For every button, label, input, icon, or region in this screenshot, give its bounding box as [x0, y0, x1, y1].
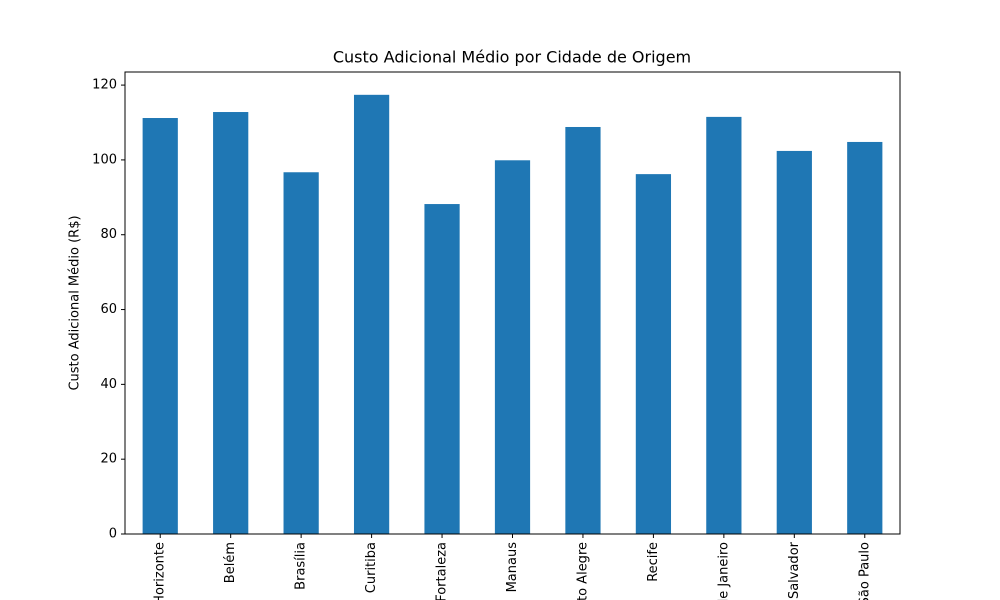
x-tick-label: Recife: [646, 542, 661, 582]
bar: [494, 160, 531, 534]
bar: [847, 141, 883, 534]
y-tick-label: 100: [92, 152, 117, 167]
y-tick-label: 20: [100, 452, 117, 467]
x-tick-label: Belo Horizonte: [153, 542, 168, 600]
bar: [213, 112, 249, 534]
y-tick-label: 0: [109, 527, 117, 542]
x-tick-label: São Paulo: [857, 542, 872, 600]
x-tick-label: Manaus: [505, 542, 520, 593]
x-tick-label: Salvador: [787, 541, 802, 599]
bar: [635, 174, 672, 534]
chart-title: Custo Adicional Médio por Cidade de Orig…: [333, 48, 691, 67]
axes-frame: [124, 71, 901, 535]
x-tick-label: Curitiba: [364, 542, 379, 593]
bar: [353, 94, 390, 535]
y-tick-label: 40: [100, 377, 117, 392]
x-tick-label: Rio de Janeiro: [716, 542, 731, 600]
x-tick-label: Porto Alegre: [575, 542, 590, 600]
x-tick-label: Belém: [223, 542, 238, 583]
bar: [142, 118, 178, 535]
bar: [283, 172, 319, 535]
y-tick-label: 80: [100, 227, 117, 242]
x-tick-label: Brasília: [294, 542, 309, 590]
bar: [565, 126, 601, 535]
y-tick-label: 120: [92, 78, 117, 93]
bar: [706, 116, 742, 534]
bar: [776, 150, 812, 534]
y-tick-label: 60: [100, 302, 117, 317]
bar: [424, 204, 460, 534]
y-axis-label: Custo Adicional Médio (R$): [68, 215, 83, 390]
x-tick-label: Fortaleza: [435, 542, 450, 600]
